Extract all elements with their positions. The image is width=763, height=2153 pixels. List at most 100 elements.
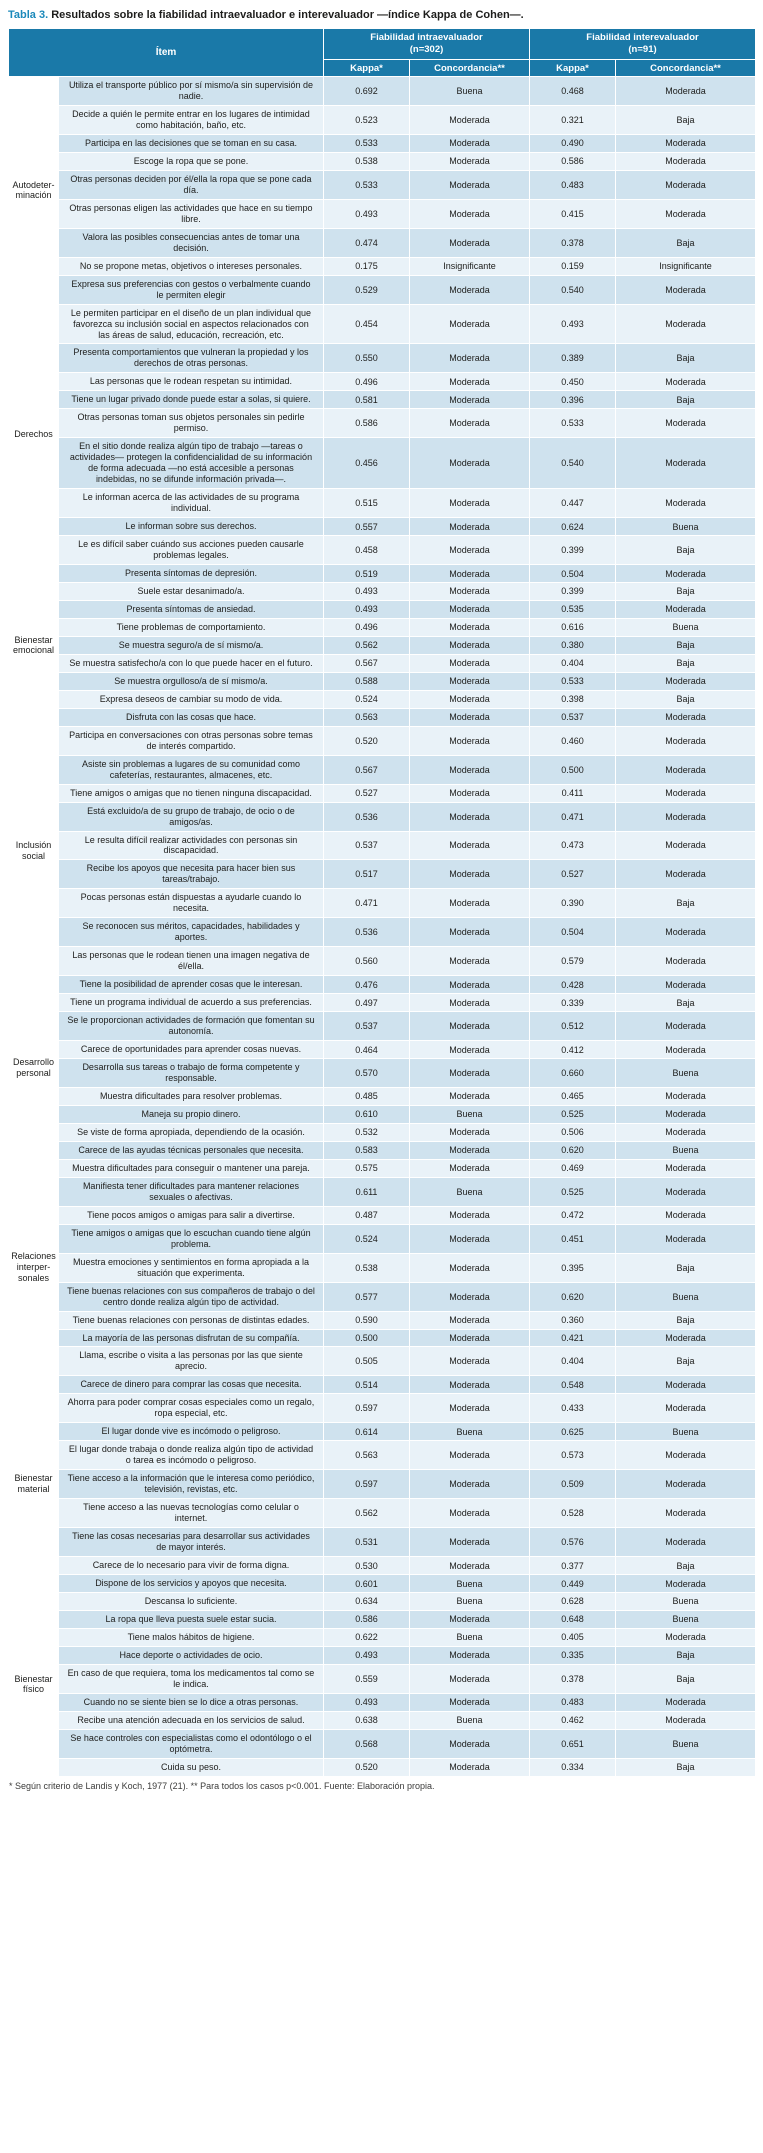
- table-row: Tiene amigos o amigas que no tienen ning…: [9, 783, 757, 803]
- concordancia-inter-cell: Moderada: [615, 599, 757, 619]
- table-row: El lugar donde trabaja o donde realiza a…: [9, 1440, 757, 1471]
- item-cell: Está excluido/a de su grupo de trabajo, …: [58, 801, 324, 832]
- header-kappa-intra: Kappa*: [323, 59, 410, 78]
- concordancia-intra-cell: Moderada: [408, 1346, 531, 1377]
- concordancia-inter-cell: Moderada: [615, 801, 757, 832]
- concordancia-inter-cell: Baja: [615, 689, 757, 709]
- item-cell: Llama, escribe o visita a las personas p…: [58, 1346, 324, 1377]
- kappa-results-table: Ítem Fiabilidad intraevaluador (n=302) F…: [8, 28, 757, 1777]
- concordancia-intra-cell: Moderada: [408, 830, 531, 861]
- concordancia-inter-cell: Moderada: [615, 169, 757, 200]
- concordancia-inter-cell: Baja: [615, 581, 757, 601]
- concordancia-inter-cell: Baja: [615, 888, 757, 919]
- table-row: Cuida su peso. 0.520 Moderada 0.334 Baja: [9, 1757, 757, 1777]
- header-row-top: Ítem Fiabilidad intraevaluador (n=302) F…: [8, 28, 757, 78]
- kappa-inter-cell: 0.648: [529, 1609, 617, 1629]
- table-row: Se viste de forma apropiada, dependiendo…: [9, 1122, 757, 1142]
- item-cell: Tiene las cosas necesarias para desarrol…: [58, 1527, 324, 1558]
- kappa-intra-cell: 0.493: [323, 1692, 410, 1712]
- header-fiabilidad-intraevaluador: Fiabilidad intraevaluador (n=302): [322, 28, 531, 61]
- concordancia-inter-cell: Moderada: [615, 1627, 757, 1647]
- kappa-inter-cell: 0.586: [529, 151, 617, 171]
- category-group: Bienestar físico Descansa lo suficiente. 0…: [8, 1591, 757, 1777]
- concordancia-intra-cell: Moderada: [408, 671, 531, 691]
- table-row: Cuando no se siente bien se lo dice a ot…: [9, 1692, 757, 1712]
- item-cell: Se muestra seguro/a de sí mismo/a.: [58, 635, 324, 655]
- concordancia-inter-cell: Moderada: [615, 1710, 757, 1730]
- kappa-intra-cell: 0.505: [323, 1346, 410, 1377]
- table-row: Se muestra orgulloso/a de sí mismo/a. 0.5…: [9, 671, 757, 691]
- concordancia-intra-cell: Moderada: [408, 993, 531, 1013]
- concordancia-inter-cell: Baja: [615, 343, 757, 374]
- concordancia-intra-cell: Moderada: [408, 917, 531, 948]
- kappa-intra-cell: 0.557: [323, 517, 410, 537]
- concordancia-intra-cell: Moderada: [408, 635, 531, 655]
- table-row: Expresa sus preferencias con gestos o ve…: [9, 274, 757, 305]
- kappa-inter-cell: 0.451: [529, 1223, 617, 1254]
- item-cell: El lugar donde vive es incómodo o peligr…: [58, 1422, 324, 1442]
- kappa-intra-cell: 0.487: [323, 1205, 410, 1225]
- table-row: Inclusión social Participa en conversacio…: [8, 725, 757, 977]
- item-cell: El lugar donde trabaja o donde realiza a…: [58, 1440, 324, 1471]
- concordancia-intra-cell: Moderada: [408, 617, 531, 637]
- item-cell: Tiene la posibilidad de aprender cosas q…: [58, 975, 324, 995]
- table-row: Asiste sin problemas a lugares de su com…: [9, 754, 757, 785]
- concordancia-inter-cell: Moderada: [615, 133, 757, 153]
- concordancia-intra-cell: Moderada: [408, 1058, 531, 1088]
- concordancia-inter-cell: Moderada: [615, 1440, 757, 1471]
- concordancia-intra-cell: Buena: [408, 1710, 531, 1730]
- concordancia-inter-cell: Insignificante: [615, 256, 757, 276]
- kappa-inter-cell: 0.469: [529, 1158, 617, 1178]
- table-row: Recibe los apoyos que necesita para hace…: [9, 859, 757, 890]
- table-row: Suele estar desanimado/a. 0.493 Moderada 0.…: [9, 581, 757, 601]
- category-group: Desarrollo personal Tiene la posibilidad …: [8, 975, 757, 1160]
- concordancia-inter-cell: Moderada: [615, 1040, 757, 1060]
- kappa-inter-cell: 0.533: [529, 408, 617, 439]
- table-row: Carece de las ayudas técnicas personales…: [9, 1140, 757, 1160]
- table-row: El lugar donde vive es incómodo o peligr…: [9, 1422, 757, 1442]
- concordancia-intra-cell: Moderada: [408, 1252, 531, 1283]
- kappa-inter-cell: 0.620: [529, 1281, 617, 1312]
- kappa-inter-cell: 0.399: [529, 535, 617, 566]
- concordancia-inter-cell: Buena: [615, 1728, 757, 1759]
- item-cell: Tiene buenas relaciones con personas de …: [58, 1310, 324, 1330]
- concordancia-intra-cell: Moderada: [408, 274, 531, 305]
- concordancia-intra-cell: Moderada: [408, 564, 531, 583]
- table-row: Tiene acceso a la información que le int…: [9, 1469, 757, 1500]
- item-cell: Se muestra satisfecho/a con lo que puede…: [58, 653, 324, 673]
- header-fiabilidad-interevaluador: Fiabilidad interevaluador (n=91): [529, 28, 757, 61]
- table-row: Decide a quién le permite entrar en los …: [9, 104, 757, 135]
- kappa-intra-cell: 0.567: [323, 653, 410, 673]
- item-cell: Suele estar desanimado/a.: [58, 581, 324, 601]
- concordancia-intra-cell: Moderada: [408, 1122, 531, 1142]
- concordancia-inter-cell: Moderada: [615, 783, 757, 803]
- kappa-inter-cell: 0.527: [529, 859, 617, 890]
- table-row: Se reconocen sus méritos, capacidades, h…: [9, 917, 757, 948]
- table-row: Tiene pocos amigos o amigas para salir a…: [9, 1205, 757, 1225]
- kappa-inter-cell: 0.159: [529, 256, 617, 276]
- kappa-intra-cell: 0.532: [323, 1122, 410, 1142]
- item-cell: Le informan sobre sus derechos.: [58, 517, 324, 537]
- table-row: Bienestar emocional Presenta síntomas de …: [8, 564, 757, 727]
- kappa-inter-cell: 0.380: [529, 635, 617, 655]
- category-group: Derechos Le permiten participar en el dis…: [8, 303, 757, 566]
- kappa-inter-cell: 0.576: [529, 1527, 617, 1558]
- kappa-inter-cell: 0.490: [529, 133, 617, 153]
- kappa-intra-cell: 0.570: [323, 1058, 410, 1088]
- table-row: La mayoría de las personas disfrutan de …: [9, 1328, 757, 1348]
- concordancia-intra-cell: Moderada: [408, 408, 531, 439]
- kappa-intra-cell: 0.520: [323, 725, 410, 756]
- kappa-inter-cell: 0.525: [529, 1176, 617, 1207]
- item-cell: Manifiesta tener dificultades para mante…: [58, 1176, 324, 1207]
- item-cell: Muestra dificultades para conseguir o ma…: [58, 1158, 324, 1178]
- kappa-inter-cell: 0.660: [529, 1058, 617, 1088]
- kappa-inter-cell: 0.449: [529, 1574, 617, 1593]
- concordancia-intra-cell: Moderada: [408, 1757, 531, 1777]
- table-row: Le informan acerca de las actividades de…: [9, 488, 757, 519]
- concordancia-intra-cell: Moderada: [408, 754, 531, 785]
- table-row: Tiene un lugar privado donde puede estar…: [9, 390, 757, 410]
- kappa-inter-cell: 0.620: [529, 1140, 617, 1160]
- item-cell: Otras personas deciden por él/ella la ro…: [58, 169, 324, 200]
- table-row: Pocas personas están dispuestas a ayudar…: [9, 888, 757, 919]
- header-intra-line1: Fiabilidad intraevaluador: [370, 32, 483, 44]
